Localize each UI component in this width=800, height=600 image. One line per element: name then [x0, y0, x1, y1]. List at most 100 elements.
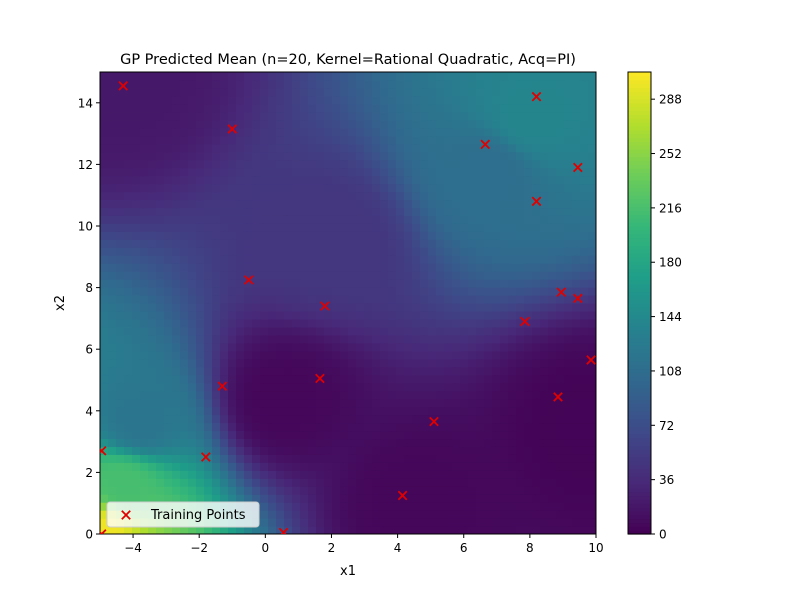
heatmap-cell	[428, 438, 437, 447]
heatmap-cell	[340, 366, 349, 376]
heatmap-cell	[452, 167, 461, 177]
heatmap-cell	[140, 199, 149, 209]
heatmap-cell	[348, 470, 357, 479]
heatmap-cell	[196, 358, 205, 368]
heatmap-cell	[268, 318, 277, 328]
heatmap-cell	[180, 175, 189, 185]
heatmap-cell	[324, 159, 333, 169]
heatmap-cell	[108, 526, 117, 534]
heatmap-cell	[364, 135, 373, 145]
heatmap-cell	[460, 167, 469, 177]
heatmap-cell	[108, 430, 117, 440]
heatmap-cell	[572, 231, 581, 240]
heatmap-cell	[476, 390, 485, 400]
heatmap-cell	[108, 183, 117, 193]
heatmap-cell	[196, 470, 205, 479]
heatmap-cell	[252, 303, 261, 312]
heatmap-cell	[436, 247, 445, 256]
heatmap-cell	[220, 303, 229, 312]
heatmap-cell	[564, 119, 573, 129]
heatmap-cell	[444, 350, 453, 360]
heatmap-cell	[364, 342, 373, 352]
heatmap-cell	[252, 318, 261, 328]
heatmap-cell	[108, 398, 117, 408]
heatmap-cell	[244, 438, 253, 447]
heatmap-cell	[308, 502, 317, 511]
heatmap-cell	[100, 247, 109, 256]
heatmap-cell	[372, 406, 381, 416]
colorbar-segment	[628, 202, 651, 208]
heatmap-cell	[444, 247, 453, 256]
heatmap-cell	[268, 151, 277, 161]
heatmap-cell	[132, 350, 141, 360]
heatmap-cell	[324, 382, 333, 392]
heatmap-cell	[388, 159, 397, 169]
heatmap-cell	[172, 127, 181, 137]
heatmap-cell	[404, 103, 413, 113]
heatmap-cell	[236, 486, 245, 495]
heatmap-cell	[220, 199, 229, 209]
heatmap-cell	[404, 223, 413, 232]
heatmap-cell	[468, 318, 477, 328]
heatmap-cell	[316, 406, 325, 416]
heatmap-cell	[140, 494, 149, 503]
heatmap-cell	[436, 390, 445, 400]
heatmap-cell	[588, 374, 596, 384]
heatmap-cell	[484, 334, 493, 344]
heatmap-cell	[500, 462, 509, 471]
x-tick-label: 6	[460, 541, 468, 555]
heatmap-cell	[140, 382, 149, 392]
heatmap-cell	[508, 430, 517, 440]
heatmap-cell	[340, 215, 349, 224]
heatmap-cell	[388, 406, 397, 416]
heatmap-cell	[252, 478, 261, 487]
chart-title: GP Predicted Mean (n=20, Kernel=Rational…	[120, 52, 576, 68]
heatmap-cell	[388, 430, 397, 440]
heatmap-cell	[380, 350, 389, 360]
heatmap-cell	[172, 263, 181, 272]
heatmap-cell	[444, 127, 453, 137]
heatmap-cell	[356, 279, 365, 288]
heatmap-cell	[268, 502, 277, 511]
heatmap-cell	[348, 526, 357, 534]
heatmap-cell	[548, 183, 557, 193]
heatmap-cell	[356, 207, 365, 216]
heatmap-cell	[508, 143, 517, 153]
heatmap-cell	[396, 79, 405, 89]
heatmap-cell	[332, 191, 341, 201]
heatmap-cell	[500, 303, 509, 312]
heatmap-cell	[356, 223, 365, 232]
heatmap-cell	[300, 398, 309, 408]
heatmap-cell	[140, 183, 149, 193]
heatmap-cell	[332, 438, 341, 447]
heatmap-cell	[268, 119, 277, 129]
heatmap-cell	[452, 342, 461, 352]
heatmap-cell	[268, 470, 277, 479]
heatmap-cell	[108, 223, 117, 232]
heatmap-cell	[340, 183, 349, 193]
heatmap-cell	[124, 127, 133, 137]
heatmap-cell	[572, 390, 581, 400]
heatmap-cell	[164, 414, 173, 424]
colorbar-segment	[628, 495, 651, 500]
heatmap-cell	[436, 342, 445, 352]
heatmap-cell	[276, 502, 285, 511]
heatmap-cell	[108, 494, 117, 503]
heatmap-cell	[428, 390, 437, 400]
heatmap-cell	[580, 263, 589, 272]
heatmap-cell	[436, 279, 445, 288]
heatmap-cell	[260, 255, 269, 264]
heatmap-cell	[324, 486, 333, 495]
heatmap-cell	[564, 334, 573, 344]
heatmap-cell	[140, 478, 149, 487]
heatmap-cell	[444, 72, 453, 81]
heatmap-cell	[316, 510, 325, 519]
heatmap-cell	[524, 119, 533, 129]
heatmap-cell	[356, 390, 365, 400]
heatmap-cell	[308, 143, 317, 153]
heatmap-cell	[284, 526, 293, 534]
heatmap-cell	[188, 279, 197, 288]
heatmap-cell	[116, 239, 125, 248]
heatmap-cell	[564, 350, 573, 360]
heatmap-cell	[428, 207, 437, 216]
